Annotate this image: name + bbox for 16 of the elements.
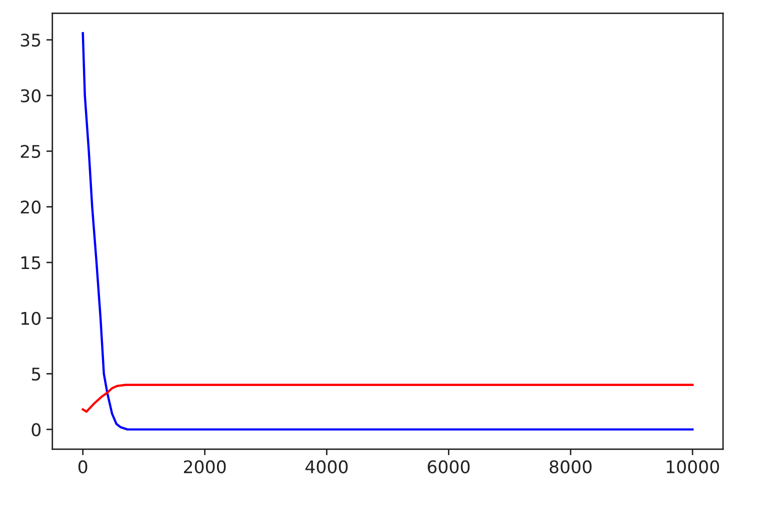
x-tick-label: 6000	[428, 460, 470, 474]
y-tick-label: 20	[20, 200, 41, 214]
x-tick-label: 8000	[550, 460, 592, 474]
x-tick-label: 2000	[184, 460, 226, 474]
y-tick-label: 10	[21, 312, 41, 325]
y-tick-label: 25	[20, 144, 40, 158]
y-tick-label: 35	[20, 34, 40, 47]
x-tick-label: 0	[78, 460, 88, 474]
y-tick-label: 15	[21, 256, 40, 270]
y-tick-label: 30	[20, 89, 41, 102]
x-tick-label: 10000	[666, 460, 720, 474]
line-series	[82, 32, 694, 431]
x-tick-label: 4000	[305, 460, 348, 474]
line-series	[82, 384, 694, 413]
y-tick-label: 0	[32, 423, 41, 436]
y-tick-label: 5	[32, 368, 40, 381]
